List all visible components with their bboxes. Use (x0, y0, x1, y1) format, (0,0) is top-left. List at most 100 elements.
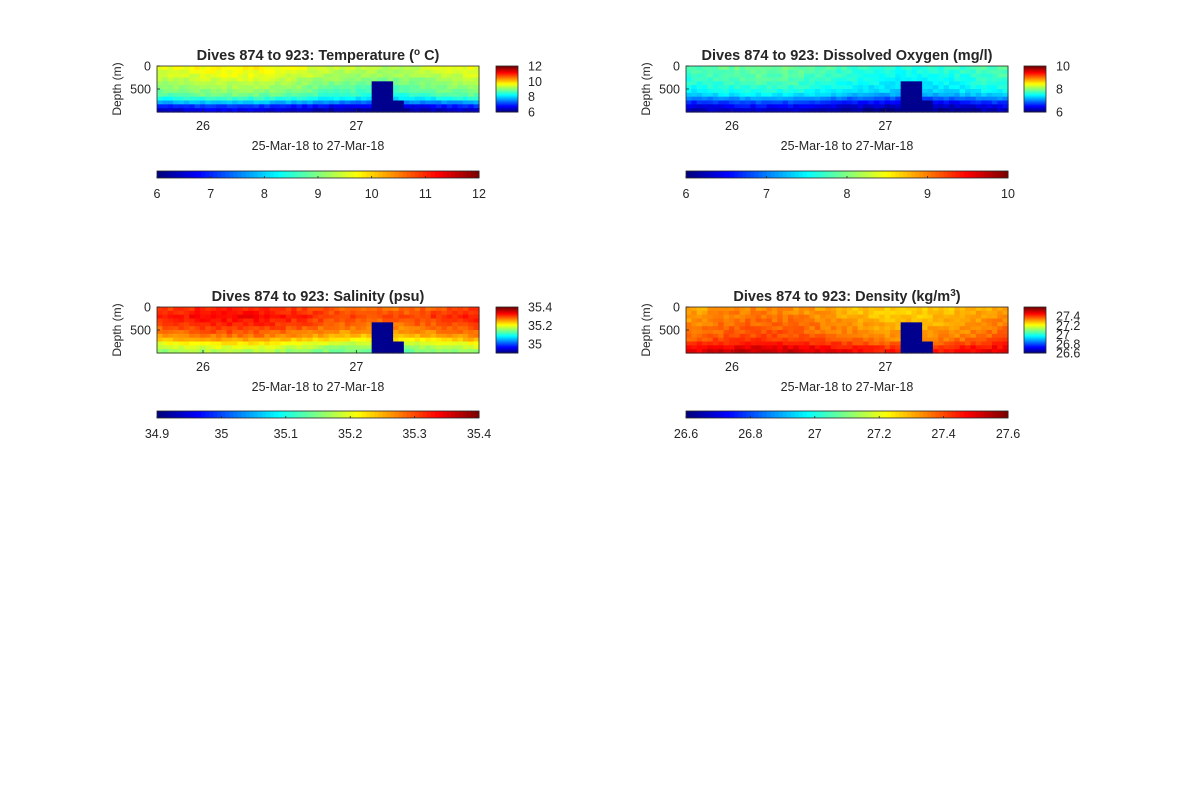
heatmap-cell (873, 100, 880, 105)
heatmap-cell (782, 349, 789, 354)
heatmap-cell (366, 104, 373, 109)
heatmap-cell (793, 92, 800, 98)
heatmap-cell (409, 96, 416, 102)
heatmap-cell (793, 77, 800, 82)
heatmap-cell (307, 104, 314, 109)
heatmap-cell (965, 77, 972, 82)
heatmap-cell (216, 85, 222, 90)
colorbar-swatch (358, 171, 363, 178)
heatmap-cell (387, 330, 394, 335)
heatmap-cell (264, 349, 271, 354)
heatmap-cell (927, 89, 934, 94)
heatmap-cell (938, 73, 945, 79)
heatmap-cell (975, 314, 982, 320)
colorbar-swatch (257, 171, 263, 178)
colorbar-swatch (1024, 317, 1046, 319)
heatmap-cell (441, 307, 448, 312)
heatmap-cell (836, 345, 843, 350)
heatmap-cell (922, 104, 929, 109)
colorbar-swatch (694, 411, 699, 418)
heatmap-cell (804, 349, 811, 354)
heatmap-cell (366, 337, 373, 343)
heatmap-cell (900, 66, 907, 71)
heatmap-cell (771, 66, 778, 71)
heatmap-cell (975, 310, 982, 316)
heatmap-cell (446, 108, 453, 113)
heatmap-cell (264, 341, 271, 346)
heatmap-cell (355, 85, 362, 90)
heatmap-cell (258, 337, 265, 343)
heatmap-cell (938, 104, 945, 109)
heatmap-cell (258, 345, 265, 350)
heatmap-cell (307, 89, 314, 94)
colorbar-swatch (999, 411, 1005, 418)
colorbar-swatch (496, 69, 518, 72)
heatmap-cell (911, 326, 918, 331)
heatmap-cell (226, 349, 233, 354)
heatmap-cell (938, 100, 945, 105)
heatmap-cell (473, 341, 480, 346)
heatmap-cell (825, 330, 832, 335)
heatmap-cell (419, 66, 426, 71)
heatmap-cell (189, 81, 196, 86)
colorbar-swatch (770, 171, 776, 178)
heatmap-cell (462, 341, 469, 346)
heatmap-cell (696, 69, 703, 75)
heatmap-cell (162, 104, 169, 109)
heatmap-cell (221, 326, 228, 331)
heatmap-cell (258, 349, 265, 354)
heatmap-cell (809, 108, 816, 113)
heatmap-cell (232, 310, 239, 316)
heatmap-cell (371, 96, 378, 102)
heatmap-cell (712, 100, 719, 105)
heatmap-cell (414, 73, 421, 79)
heatmap-cell (975, 100, 982, 105)
heatmap-cell (366, 314, 373, 320)
heatmap-cell (932, 89, 939, 94)
heatmap-cell (210, 85, 217, 90)
heatmap-cell (728, 333, 735, 339)
heatmap-cell (446, 318, 453, 323)
heatmap-cell (847, 96, 853, 102)
x-tick-label: 26 (725, 119, 739, 133)
heatmap-cell (360, 100, 367, 105)
heatmap-cell (291, 318, 298, 323)
side-colorbar-tick-label: 27.4 (1056, 310, 1080, 324)
heatmap-cell (686, 89, 692, 94)
heatmap-cell (323, 345, 330, 350)
heatmap-cell (691, 66, 698, 71)
heatmap-cell (232, 345, 239, 350)
heatmap-cell (210, 69, 217, 75)
colorbar-swatch (1024, 319, 1046, 322)
heatmap-cell (237, 108, 244, 113)
colorbar-swatch (774, 171, 780, 178)
heatmap-cell (959, 307, 966, 312)
colorbar-swatch (983, 411, 989, 418)
colorbar-swatch (1024, 342, 1046, 345)
heatmap-cell (199, 85, 206, 90)
heatmap-cell (911, 81, 918, 86)
heatmap-cell (787, 108, 794, 113)
heatmap-cell (318, 322, 324, 327)
heatmap-cell (291, 307, 298, 312)
heatmap-cell (264, 77, 271, 82)
heatmap-cell (798, 108, 805, 113)
colorbar-swatch (1024, 311, 1046, 314)
heatmap-cell (167, 318, 174, 323)
heatmap-cell (857, 69, 864, 75)
heatmap-cell (814, 330, 821, 335)
heatmap-cell (889, 100, 896, 105)
heatmap-cell (997, 92, 1004, 98)
colorbar-swatch (1024, 339, 1046, 341)
colorbar-swatch (686, 411, 691, 418)
heatmap-cell (723, 307, 730, 312)
heatmap-cell (750, 77, 757, 82)
heatmap-cell (777, 345, 784, 350)
colorbar-swatch (1024, 71, 1046, 74)
heatmap-cell (691, 77, 698, 82)
colorbar-swatch (887, 171, 892, 178)
heatmap-cell (900, 333, 907, 339)
heatmap-cell (199, 96, 206, 102)
heatmap-cell (269, 345, 276, 350)
heatmap-cell (178, 307, 185, 312)
